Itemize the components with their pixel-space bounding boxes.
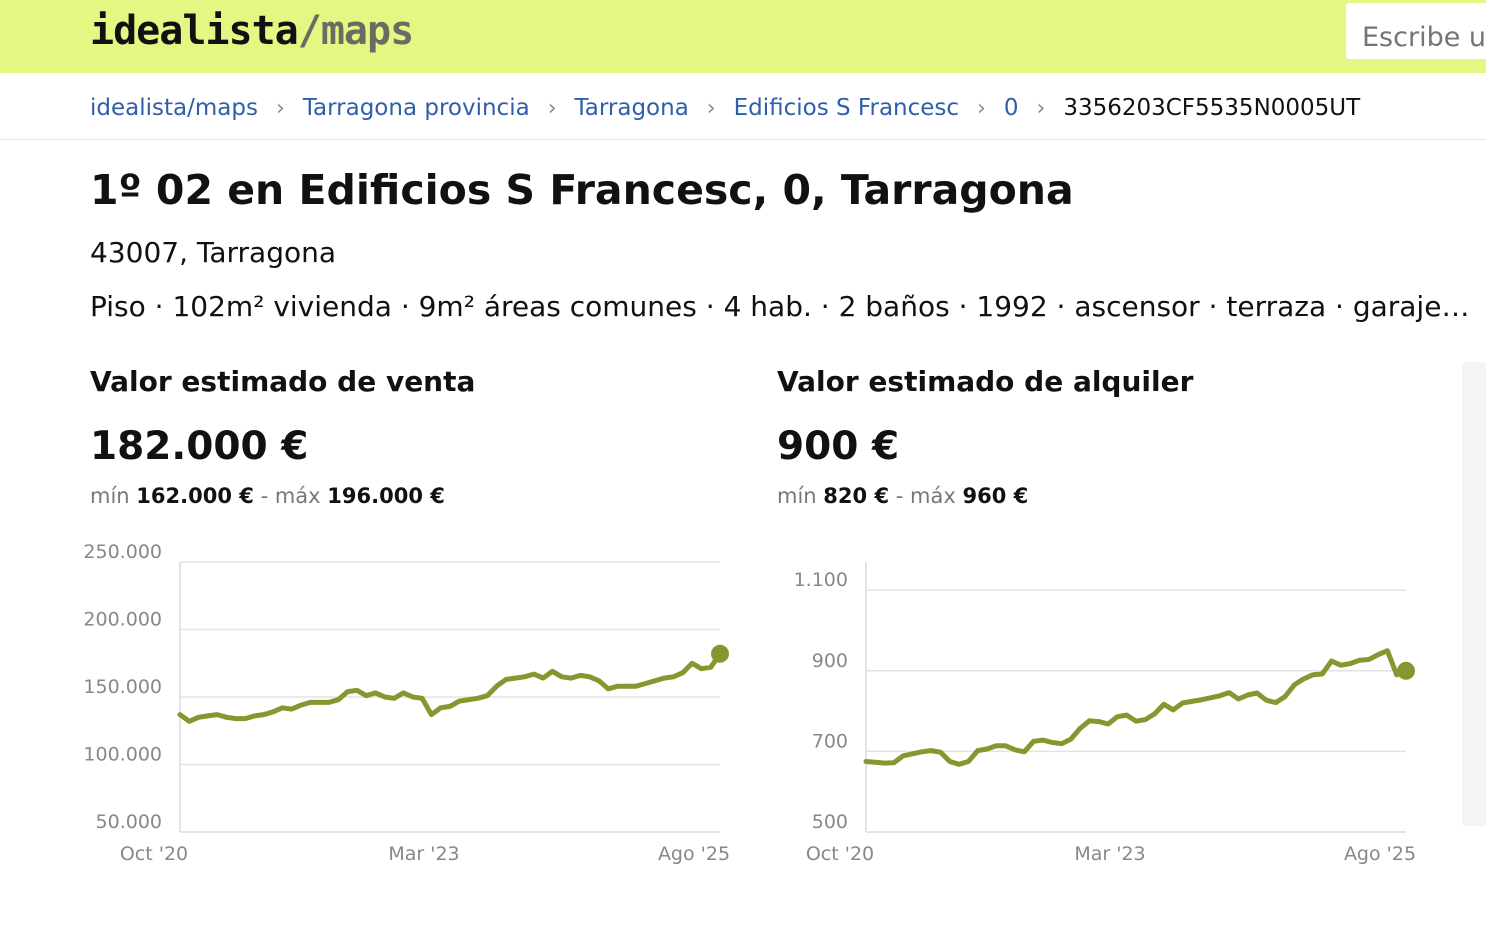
sale-chart-x-tick-label: Mar '23 [388,843,459,865]
sale-chart-y-tick-label: 50.000 [96,811,162,833]
rent-min-label: mín [777,484,817,508]
sale-max-label: máx [274,484,321,508]
breadcrumb-tarragona-provincia[interactable]: Tarragona provincia [302,95,530,121]
page-title: 1º 02 en Edificios S Francesc, 0, Tarrag… [90,166,1074,214]
sale-min-label: mín [90,484,130,508]
rent-chart-y-tick-label: 500 [812,811,848,833]
sale-chart-y-tick-label: 250.000 [83,541,162,563]
header-divider [0,139,1486,140]
chevron-right-icon: › [1036,95,1046,121]
sale-range: mín 162.000 € - máx 196.000 € [90,484,445,508]
rent-min-value: 820 € [823,484,890,508]
rent-max-value: 960 € [962,484,1029,508]
chevron-right-icon: › [706,95,716,121]
rent-range-dash: - [895,484,904,508]
sale-chart-y-tick-label: 150.000 [83,676,162,698]
rent-chart-y-tick-label: 700 [812,730,848,752]
address-search-input[interactable] [1346,3,1486,59]
sale-min-value: 162.000 € [136,484,254,508]
breadcrumb-current-cadastral-ref: 3356203CF5535N0005UT [1063,95,1361,121]
chevron-right-icon: › [977,95,986,121]
breadcrumb-idealista-maps[interactable]: idealista/maps [90,95,258,121]
chevron-right-icon: › [547,95,557,121]
rent-value: 900 € [777,424,900,469]
chevron-right-icon: › [275,95,285,121]
breadcrumb-edificios-s-francesc[interactable]: Edificios S Francesc [733,95,960,121]
sale-chart-y-tick-label: 200.000 [83,609,162,631]
rent-range: mín 820 € - máx 960 € [777,484,1028,508]
breadcrumb-number[interactable]: 0 [1003,95,1019,121]
sale-value-chart[interactable]: 50.000 100.000 150.000 200.000 250.000 Oct '2… [70,532,740,872]
sale-chart-x-tick-label: Oct '20 [120,843,188,865]
rent-chart-x-tick-label: Mar '23 [1074,843,1145,865]
rent-chart-end-point [1397,661,1415,680]
sale-chart-series-line [177,651,723,724]
top-bar: idealista/maps [0,0,1486,73]
sale-range-dash: - [260,484,269,508]
sale-max-value: 196.000 € [327,484,445,508]
sale-value: 182.000 € [90,424,309,469]
rent-chart-x-tick-label: Ago '25 [1344,843,1416,865]
side-panel-edge [1462,362,1486,826]
logo-sub: /maps [297,8,414,54]
sale-chart-y-tick-label: 100.000 [83,744,162,766]
logo-main: idealista [90,8,299,54]
rent-max-label: máx [910,484,956,508]
breadcrumb-tarragona[interactable]: Tarragona [574,95,689,121]
rent-value-chart[interactable]: 500 700 900 1.100 Oct '20 Mar '23 Ago '25 [756,532,1426,872]
property-features: Piso · 102m² vivienda · 9m² áreas comune… [90,290,1470,323]
sale-chart-x-tick-label: Ago '25 [658,843,730,865]
idealista-maps-logo[interactable]: idealista/maps [90,8,414,54]
property-address: 43007, Tarragona [90,236,336,269]
rent-chart-y-tick-label: 1.100 [794,569,848,591]
rent-chart-y-tick-label: 900 [812,650,848,672]
sale-heading: Valor estimado de venta [90,365,476,398]
rent-chart-x-tick-label: Oct '20 [806,843,874,865]
sale-chart-end-point [711,644,729,663]
breadcrumb: idealista/maps › Tarragona provincia › T… [90,88,1360,128]
rent-heading: Valor estimado de alquiler [777,365,1194,398]
rent-chart-series-line [863,648,1409,767]
